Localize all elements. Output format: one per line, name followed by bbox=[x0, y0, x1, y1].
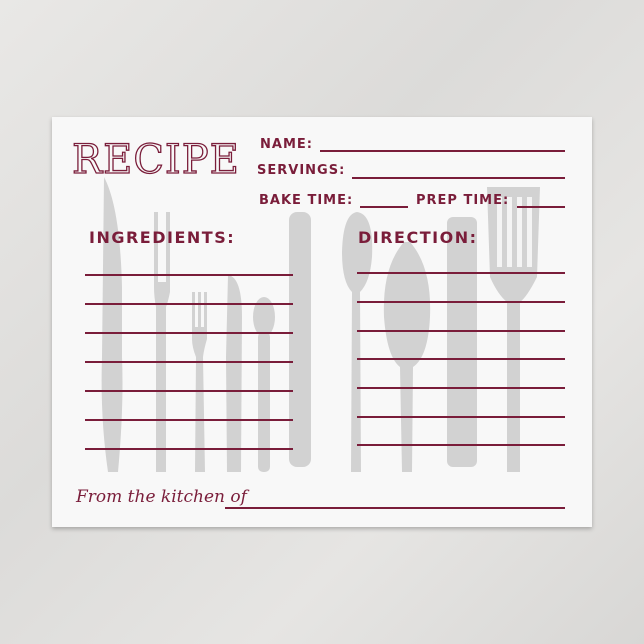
from-kitchen-label: From the kitchen of bbox=[76, 487, 247, 507]
name-field[interactable] bbox=[320, 150, 565, 152]
ingredient-line[interactable] bbox=[85, 448, 293, 450]
servings-label: SERVINGS: bbox=[257, 163, 346, 178]
rolling-pin-icon bbox=[447, 217, 477, 467]
bake-time-label: BAKE TIME: bbox=[259, 193, 354, 208]
ingredient-line[interactable] bbox=[85, 332, 293, 334]
recipe-title: RECIPE bbox=[71, 136, 240, 183]
ingredient-line[interactable] bbox=[85, 390, 293, 392]
direction-line[interactable] bbox=[357, 301, 565, 303]
direction-line[interactable] bbox=[357, 416, 565, 418]
direction-line[interactable] bbox=[357, 358, 565, 360]
bake-time-field[interactable] bbox=[360, 206, 408, 208]
carving-fork-icon bbox=[154, 212, 170, 472]
spoon-icon bbox=[253, 297, 275, 337]
recipe-card: RECIPE NAME: SERVINGS: BAKE TIME: PREP T… bbox=[52, 117, 592, 527]
table-knife-icon bbox=[226, 275, 242, 472]
ingredient-line[interactable] bbox=[85, 274, 293, 276]
direction-heading: DIRECTION: bbox=[358, 228, 478, 247]
direction-line[interactable] bbox=[357, 272, 565, 274]
direction-line[interactable] bbox=[357, 444, 565, 446]
ingredients-heading: INGREDIENTS: bbox=[89, 228, 236, 247]
ingredient-line[interactable] bbox=[85, 303, 293, 305]
spatula-icon bbox=[289, 212, 311, 467]
wooden-spoon-icon bbox=[342, 212, 373, 472]
kitchen-name-field[interactable] bbox=[225, 507, 565, 509]
direction-line[interactable] bbox=[357, 387, 565, 389]
servings-field[interactable] bbox=[352, 177, 565, 179]
direction-line[interactable] bbox=[357, 330, 565, 332]
knife-icon bbox=[101, 177, 123, 472]
prep-time-label: PREP TIME: bbox=[416, 193, 510, 208]
prep-time-field[interactable] bbox=[517, 206, 565, 208]
fork-icon bbox=[192, 292, 207, 472]
name-label: NAME: bbox=[260, 137, 313, 152]
ingredient-line[interactable] bbox=[85, 361, 293, 363]
ingredient-line[interactable] bbox=[85, 419, 293, 421]
whisk-icon bbox=[383, 242, 431, 472]
kitchen-utensils-illustration bbox=[101, 177, 540, 472]
